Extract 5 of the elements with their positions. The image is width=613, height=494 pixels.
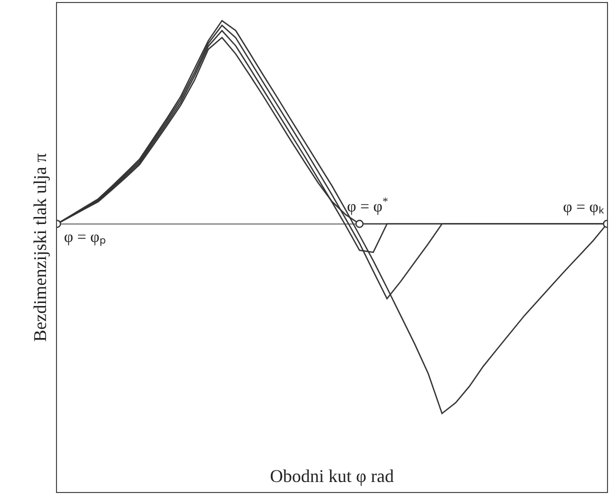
x-axis-title: Obodni kut φ rad (270, 466, 394, 486)
annotation: φ = φₖ (563, 199, 604, 216)
annotation: φ = φₚ (64, 229, 106, 246)
y-axis-title: Bezdimenzijski tlak ulja π (30, 153, 50, 342)
annotation: φ = φ$^{*}$ (347, 196, 388, 216)
